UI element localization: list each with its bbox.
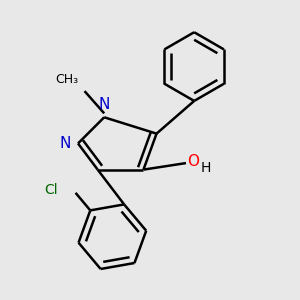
Text: O: O [188,154,200,169]
Text: Cl: Cl [44,183,58,196]
Text: N: N [59,136,71,151]
Text: H: H [201,161,211,175]
Text: CH₃: CH₃ [55,73,78,86]
Text: N: N [98,98,110,112]
